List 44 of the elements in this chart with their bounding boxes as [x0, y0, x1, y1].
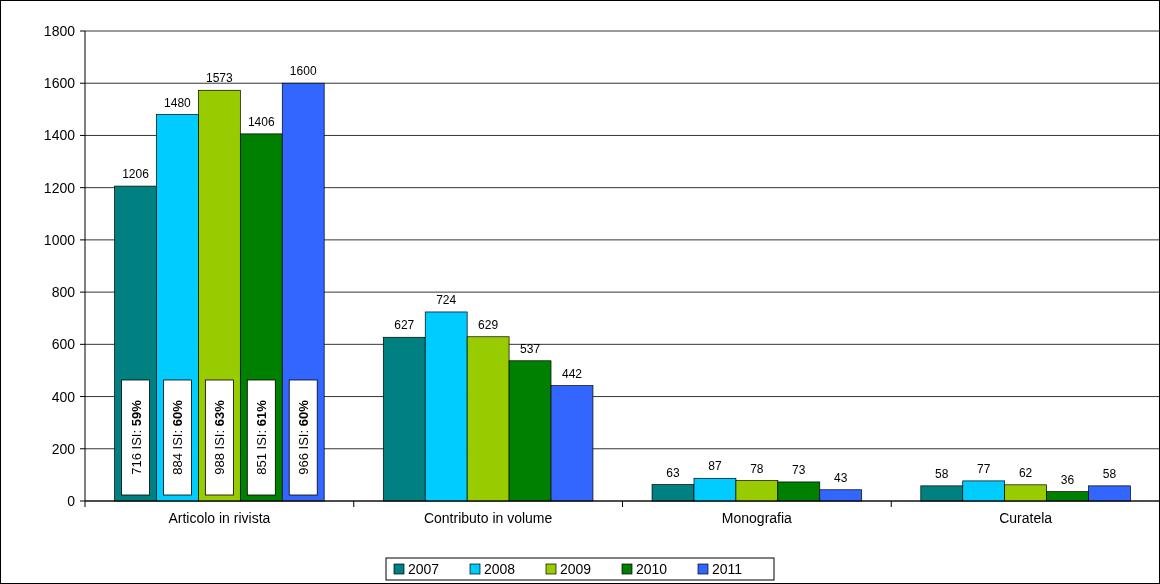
data-label: 1600 [289, 64, 317, 79]
data-label: 537 [520, 341, 541, 356]
data-label: 1406 [247, 114, 275, 129]
legend-label: 2011 [712, 561, 743, 577]
data-label: 63 [666, 465, 681, 480]
annotation: 966 ISI: 60% [296, 399, 312, 475]
y-tick-label: 1000 [43, 231, 76, 248]
y-tick-label: 0 [67, 493, 76, 509]
data-label: 58 [1102, 466, 1117, 481]
x-tick-label: Curatela [999, 510, 1053, 526]
x-tick-label: Monografia [721, 510, 793, 526]
data-label: 1480 [164, 95, 192, 110]
data-label: 77 [977, 461, 991, 476]
data-label: 1206 [122, 167, 150, 182]
data-label: 724 [436, 292, 457, 307]
data-label: 78 [750, 461, 764, 476]
y-tick-label: 1600 [43, 75, 76, 92]
y-tick-label: 1200 [43, 179, 76, 196]
y-tick-label: 600 [51, 336, 76, 353]
x-tick-label: Articolo in rivista [168, 510, 271, 526]
legend-label: 2007 [408, 561, 440, 577]
y-tick-label: 1800 [43, 23, 76, 39]
data-label: 627 [394, 318, 415, 333]
y-tick-label: 800 [51, 284, 76, 301]
data-label: 442 [561, 366, 583, 381]
annotation: 988 ISI: 63% [212, 399, 228, 475]
data-label: 87 [708, 459, 722, 474]
data-label: 58 [935, 466, 949, 481]
y-tick-label: 200 [51, 440, 76, 457]
annotation: 884 ISI: 60% [170, 399, 186, 475]
data-label: 629 [478, 317, 499, 332]
data-label: 36 [1060, 472, 1075, 487]
legend-label: 2009 [560, 561, 592, 577]
y-tick-label: 400 [51, 388, 76, 405]
data-label: 62 [1018, 465, 1033, 480]
legend-label: 2010 [636, 561, 668, 577]
data-label: 43 [834, 470, 848, 485]
annotation: 851 ISI: 61% [254, 399, 270, 475]
data-label: 1573 [206, 71, 234, 86]
data-label: 73 [792, 462, 806, 477]
y-tick-label: 1400 [43, 127, 76, 144]
x-tick-label: Contributo in volume [423, 510, 553, 526]
annotation: 716 ISI: 59% [128, 399, 144, 475]
legend-label: 2008 [484, 561, 516, 577]
